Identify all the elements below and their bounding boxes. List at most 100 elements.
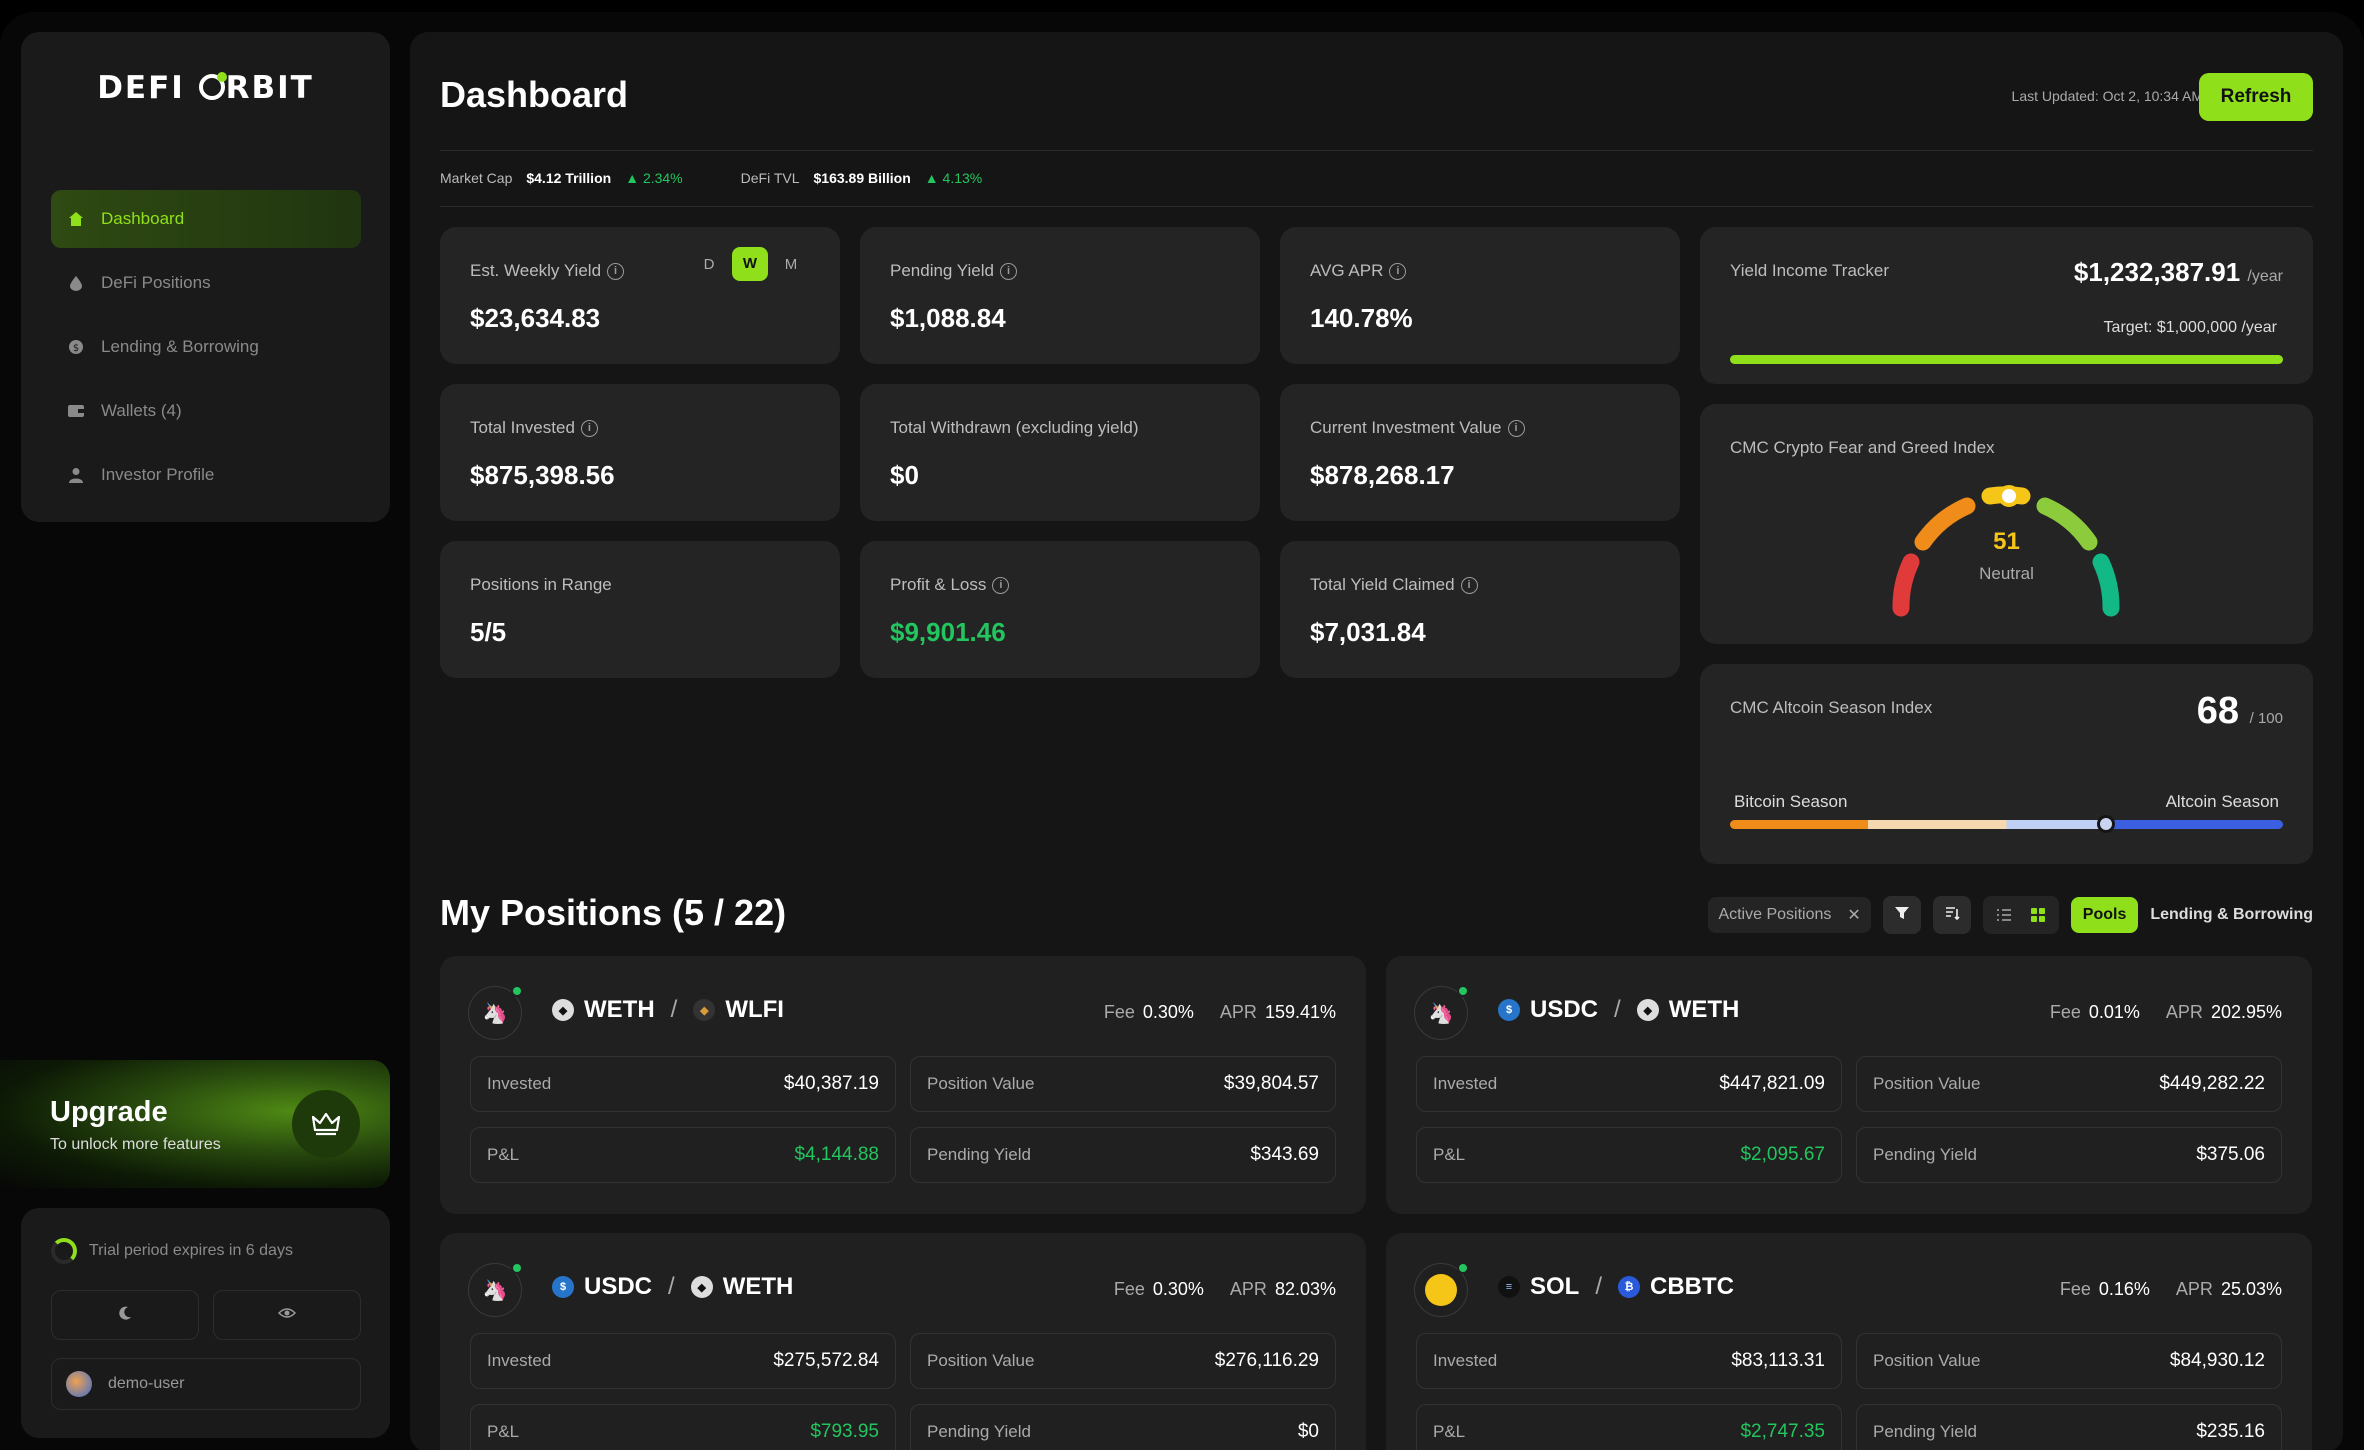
- sol-icon: ≡: [1498, 1276, 1520, 1298]
- position-value-cell: Position Value $84,930.12: [1856, 1333, 2282, 1389]
- pending-yield-cell: Pending Yield $343.69: [910, 1127, 1336, 1183]
- fear-greed-gauge: [1892, 485, 2120, 617]
- info-icon[interactable]: i: [580, 419, 598, 437]
- status-dot: [511, 985, 523, 997]
- pending-yield-card: Pending Yield i $1,088.84: [860, 227, 1260, 364]
- sidebar-item-lending[interactable]: $ Lending & Borrowing: [51, 318, 361, 376]
- fear-greed-label: CMC Crypto Fear and Greed Index: [1730, 438, 1995, 457]
- position-pair: $ USDC / ◆ WETH: [1498, 996, 1739, 1024]
- pools-tab[interactable]: Pools: [2070, 897, 2139, 933]
- pnl-cell: P&L $4,144.88: [470, 1127, 896, 1183]
- grid-view-icon[interactable]: [2025, 902, 2051, 928]
- usdc-icon: $: [1498, 999, 1520, 1021]
- sidebar-item-dashboard[interactable]: Dashboard: [51, 190, 361, 248]
- positions-in-range-value: 5/5: [470, 617, 507, 647]
- market-cap-value: $4.12 Trillion: [526, 170, 612, 186]
- upgrade-banner[interactable]: Upgrade To unlock more features: [0, 1060, 390, 1188]
- position-card[interactable]: 🦄 ◆ WETH / ◆ WLFI Fee 0.30% APR 159.41% In…: [440, 956, 1366, 1214]
- pnl-cell: P&L $2,095.67: [1416, 1127, 1842, 1183]
- divider: [440, 150, 2313, 151]
- filter-chip-label: Active Positions: [1718, 906, 1832, 923]
- crown-icon[interactable]: [292, 1090, 360, 1158]
- view-toggle: [1982, 896, 2059, 934]
- positions-toolbar: Active Positions ✕ Pools Lending & Borro…: [1708, 896, 2313, 934]
- filter-button[interactable]: [1882, 896, 1921, 934]
- lending-tab[interactable]: Lending & Borrowing: [2150, 906, 2313, 923]
- wallet-icon: [67, 402, 85, 420]
- info-icon[interactable]: i: [1389, 262, 1407, 280]
- info-icon[interactable]: i: [607, 262, 625, 280]
- token-b: WLFI: [725, 996, 784, 1023]
- sort-button[interactable]: [1932, 896, 1971, 934]
- close-icon[interactable]: ✕: [1847, 907, 1861, 924]
- fee-apr: Fee 0.30% APR 159.41%: [1103, 1002, 1336, 1022]
- last-updated: Last Updated: Oct 2, 10:34 AM: [2011, 88, 2203, 104]
- filter-chip[interactable]: Active Positions ✕: [1708, 897, 1871, 933]
- tvl-value: $163.89 Billion: [813, 170, 911, 186]
- yield-progress-fill: [1730, 355, 2283, 364]
- pending-yield-cell: Pending Yield $235.16: [1856, 1404, 2282, 1450]
- fear-greed-status: Neutral: [1979, 564, 2034, 583]
- total-invested-label: Total Invested: [470, 418, 575, 437]
- profit-loss-value: $9,901.46: [890, 617, 1006, 647]
- pnl-cell: P&L $793.95: [470, 1404, 896, 1450]
- season-indicator: [2097, 815, 2116, 833]
- info-icon[interactable]: i: [992, 576, 1010, 594]
- positions-in-range-label: Positions in Range: [470, 575, 612, 594]
- invested-cell: Invested $83,113.31: [1416, 1333, 1842, 1389]
- tvl-change: ▲ 4.13%: [924, 170, 983, 186]
- pnl-cell: P&L $2,747.35: [1416, 1404, 1842, 1450]
- token-a: SOL: [1530, 1273, 1580, 1300]
- moon-icon: [117, 1305, 133, 1326]
- position-card[interactable]: 🦄 $ USDC / ◆ WETH Fee 0.30% APR 82.03% Inv…: [440, 1233, 1366, 1450]
- sidebar-item-defi-positions[interactable]: DeFi Positions: [51, 254, 361, 312]
- sidebar-item-wallets[interactable]: Wallets (4): [51, 382, 361, 440]
- season-bar: [1730, 815, 2283, 833]
- position-pair: $ USDC / ◆ WETH: [552, 1273, 793, 1301]
- app-window: DEFI RBIT Dashboard DeFi Positions $ Len…: [0, 12, 2364, 1450]
- usdc-icon: $: [552, 1276, 574, 1298]
- refresh-button[interactable]: Refresh: [2199, 73, 2313, 121]
- sidebar-item-label: Investor Profile: [101, 465, 215, 484]
- info-icon[interactable]: i: [1460, 576, 1478, 594]
- logo[interactable]: DEFI RBIT: [97, 70, 314, 106]
- home-icon: [67, 210, 85, 228]
- list-view-icon[interactable]: [1991, 902, 2017, 928]
- info-icon[interactable]: i: [999, 262, 1017, 280]
- pending-yield-value: $1,088.84: [890, 303, 1006, 333]
- raydium-icon: [1414, 1262, 1469, 1317]
- yield-tracker-card: Yield Income Tracker $1,232,387.91 /year…: [1700, 227, 2313, 384]
- gauge-segment-greed: [2036, 497, 2098, 551]
- position-value-cell: Position Value $276,116.29: [910, 1333, 1336, 1389]
- gauge-segment-fear: [1914, 497, 1976, 551]
- current-value-label: Current Investment Value: [1310, 418, 1502, 437]
- yield-claimed-card: Total Yield Claimed i $7,031.84: [1280, 541, 1680, 678]
- invested-cell: Invested $275,572.84: [470, 1333, 896, 1389]
- period-day-button[interactable]: D: [703, 255, 715, 273]
- sidebar-item-label: Wallets (4): [101, 401, 182, 420]
- total-withdrawn-label: Total Withdrawn (excluding yield): [890, 418, 1139, 437]
- invested-cell: Invested $447,821.09: [1416, 1056, 1842, 1112]
- uniswap-icon: 🦄: [468, 985, 523, 1040]
- positions-in-range-card: Positions in Range 5/5: [440, 541, 840, 678]
- sidebar-item-investor-profile[interactable]: Investor Profile: [51, 446, 361, 504]
- altcoin-label: CMC Altcoin Season Index: [1730, 698, 1933, 717]
- visibility-toggle-button[interactable]: [213, 1290, 361, 1340]
- weth-icon: ◆: [1636, 999, 1659, 1021]
- yield-progress-bar: [1730, 355, 2283, 364]
- position-card[interactable]: 🦄 $ USDC / ◆ WETH Fee 0.01% APR 202.95% In…: [1386, 956, 2312, 1214]
- position-card[interactable]: ≡ SOL / ₿ CBBTC Fee 0.16% APR 25.03% Inves…: [1386, 1233, 2312, 1450]
- weekly-yield-label: Est. Weekly Yield: [470, 261, 602, 280]
- status-dot: [1457, 1262, 1469, 1274]
- altcoin-season-card: CMC Altcoin Season Index 68 / 100 Bitcoi…: [1700, 664, 2313, 864]
- droplet-icon: [67, 274, 85, 292]
- theme-toggle-button[interactable]: [51, 1290, 199, 1340]
- period-month-button[interactable]: M: [784, 255, 798, 273]
- market-ticker: Market Cap $4.12 Trillion ▲ 2.34% DeFi T…: [440, 170, 982, 186]
- username: demo-user: [108, 1375, 185, 1392]
- avg-apr-label: AVG APR: [1310, 261, 1384, 280]
- info-icon[interactable]: i: [1507, 419, 1525, 437]
- period-week-button[interactable]: W: [732, 247, 768, 281]
- user-menu[interactable]: demo-user: [51, 1358, 361, 1410]
- current-value-value: $878,268.17: [1310, 460, 1455, 490]
